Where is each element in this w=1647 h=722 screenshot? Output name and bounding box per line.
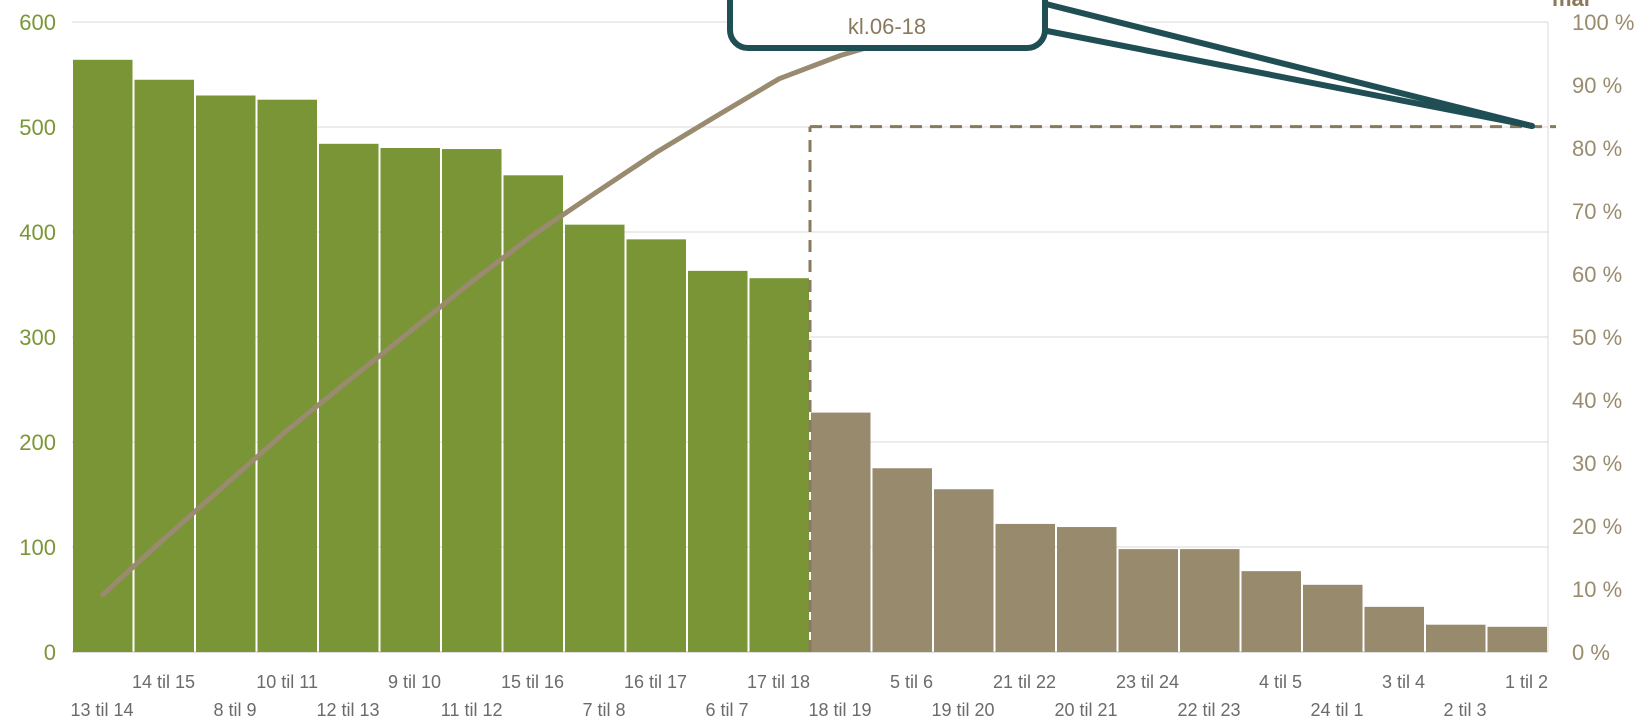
x-tick-label: 12 til 13 [316,700,379,720]
bars [73,59,1547,653]
callout: kl.06-18 mal [727,0,1590,129]
left-tick-label: 0 [44,640,56,665]
cumulative-polyline [100,20,983,598]
left-tick-label: 600 [19,10,56,35]
bar [626,239,686,652]
right-tick-label: 0 % [1572,640,1610,665]
bar [749,278,809,652]
bar [1487,626,1547,652]
left-tick-label: 500 [19,115,56,140]
right-tick-label: 100 % [1572,10,1634,35]
x-tick-label: 11 til 12 [441,700,503,720]
bar [1303,584,1363,652]
cumulative-line [100,20,983,598]
bar [1241,571,1301,652]
right-tick-label: 90 % [1572,73,1622,98]
bar [134,79,194,652]
bar [503,175,563,653]
bar [442,149,502,653]
right-tick-label: 70 % [1572,199,1622,224]
bar [1364,606,1424,652]
left-tick-label: 200 [19,430,56,455]
bar [196,95,256,652]
x-tick-label: 24 til 1 [1310,700,1363,720]
bar [380,148,440,652]
x-tick-label: 1 til 2 [1505,672,1548,692]
bar [688,270,748,652]
left-tick-label: 300 [19,325,56,350]
bar [1426,624,1486,652]
bar [1180,549,1240,652]
right-tick-label: 50 % [1572,325,1622,350]
x-tick-label: 7 til 8 [582,700,625,720]
x-tick-label: 13 til 14 [70,700,133,720]
bar [1118,549,1178,652]
callout-text: kl.06-18 [848,14,926,39]
x-tick-label: 9 til 10 [388,672,441,692]
x-tick-label: 4 til 5 [1259,672,1302,692]
bar [995,523,1055,652]
cutoff-lines [808,125,1556,652]
right-tick-label: 30 % [1572,451,1622,476]
left-tick-label: 400 [19,220,56,245]
x-tick-label: 15 til 16 [501,672,564,692]
x-tick-label: 14 til 15 [132,672,195,692]
bar [872,468,932,652]
right-tick-label: 10 % [1572,577,1622,602]
right-axis-ticks: 0 % 10 % 20 % 30 % 40 % 50 % 60 % 70 % 80 % 90 % 1… [1572,10,1634,665]
bar [257,99,317,652]
x-tick-label: 17 til 18 [747,672,810,692]
x-tick-label: 16 til 17 [624,672,687,692]
x-tick-label: 8 til 9 [213,700,256,720]
callout-pointer-upper [1027,0,1535,129]
x-tick-label: 10 til 11 [256,672,318,692]
bar [73,59,133,653]
x-tick-label: 3 til 4 [1382,672,1425,692]
x-axis-ticks: 13 til 14 14 til 15 8 til 910 til 11 12 til… [70,672,1548,720]
right-tick-label: 60 % [1572,262,1622,287]
bar [565,224,625,652]
right-tick-label: 80 % [1572,136,1622,161]
x-tick-label: 6 til 7 [705,700,748,720]
x-tick-label: 22 til 23 [1177,700,1240,720]
x-tick-label: 5 til 6 [890,672,933,692]
callout-box [727,0,1048,51]
bar [811,412,871,652]
right-tick-label: 40 % [1572,388,1622,413]
x-tick-label: 2 til 3 [1443,700,1486,720]
callout-pointer-lower [1039,27,1535,129]
x-tick-label: 23 til 24 [1116,672,1179,692]
right-tick-label: 20 % [1572,514,1622,539]
left-tick-label: 100 [19,535,56,560]
x-tick-label: 18 til 19 [808,700,871,720]
bar [934,489,994,652]
x-tick-label: 21 til 22 [993,672,1056,692]
bar [1057,527,1117,652]
cut-off-label: mal [1552,0,1590,11]
x-tick-label: 20 til 21 [1054,700,1117,720]
left-axis-ticks: 0 100 200 300 400 500 600 [19,10,56,665]
x-tick-label: 19 til 20 [931,700,994,720]
